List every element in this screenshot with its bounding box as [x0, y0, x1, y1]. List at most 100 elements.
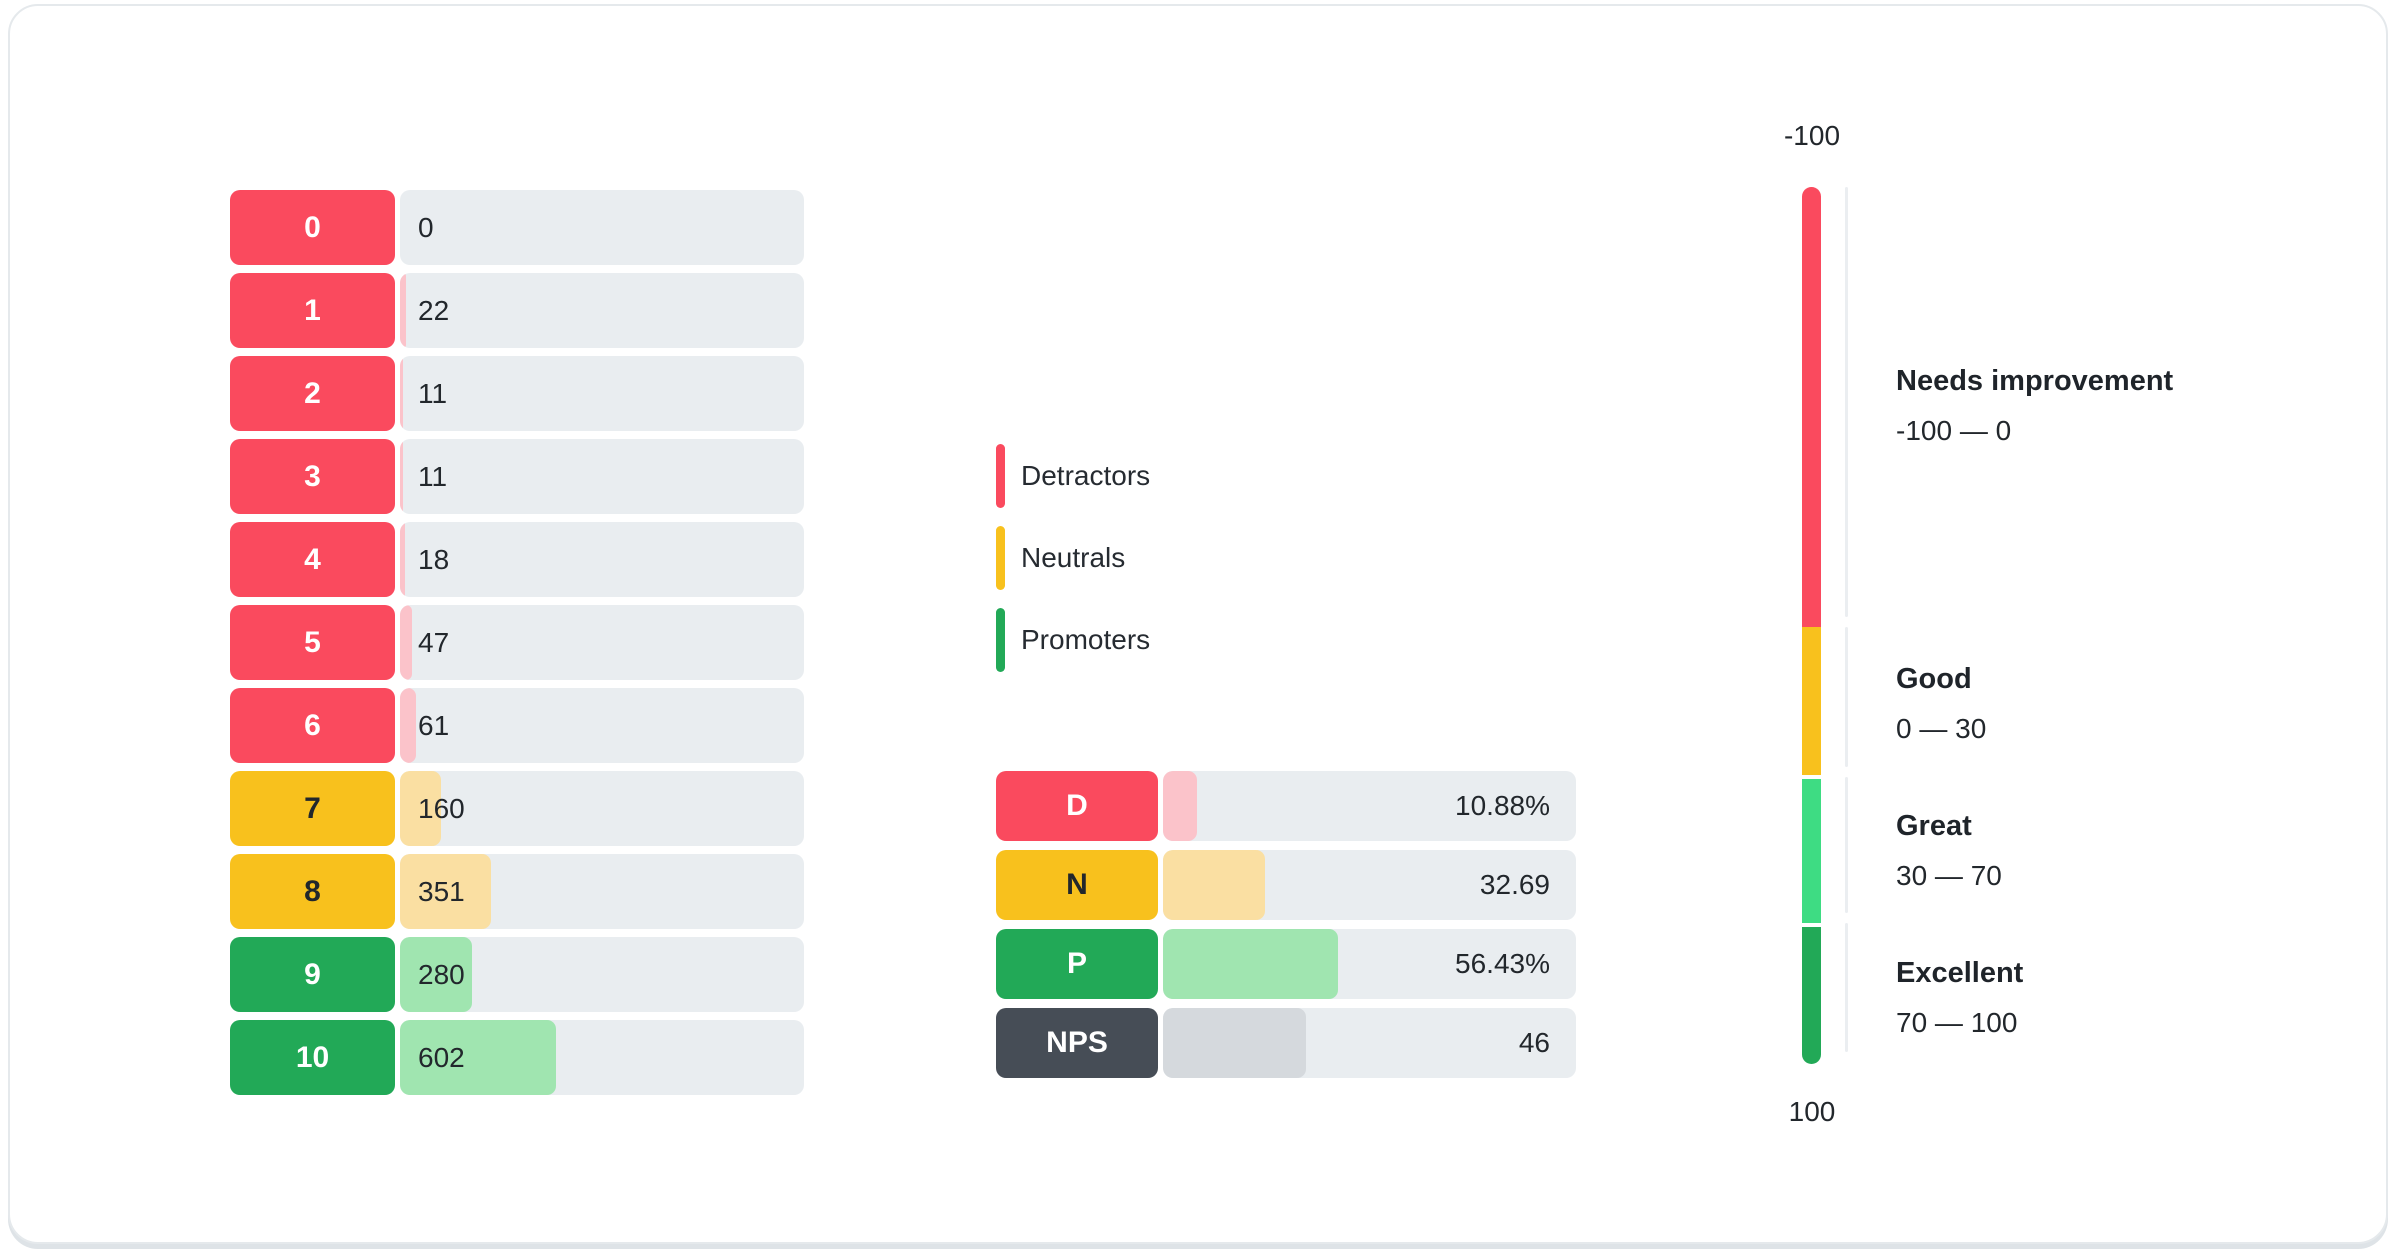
summary-track: 46 — [1163, 1008, 1576, 1078]
score-bar-fill — [400, 522, 405, 597]
summary-row: P 56.43% — [996, 929, 1576, 999]
gauge-bar — [1802, 187, 1821, 1064]
gauge-min-label: -100 — [1783, 120, 1841, 151]
gauge-bar-segment — [1802, 927, 1821, 1064]
gauge-axis-segment — [1845, 777, 1848, 913]
score-value: 11 — [418, 377, 448, 409]
score-row: 2 11 — [230, 356, 804, 431]
gauge-zone: Great 30 — 70 — [1896, 811, 2002, 891]
score-row: 8 351 — [230, 854, 804, 929]
gauge-zone-range: 0 — 30 — [1896, 713, 1987, 744]
summary-chip: NPS — [996, 1008, 1158, 1078]
summary-chip: D — [996, 771, 1158, 841]
score-value: 61 — [418, 709, 450, 741]
legend-label: Neutrals — [1021, 542, 1126, 573]
score-bar-fill — [400, 356, 403, 431]
summary-chip: N — [996, 850, 1158, 920]
score-bar-fill — [400, 854, 491, 929]
gauge-zone-title: Excellent — [1896, 957, 2024, 989]
score-bar-fill — [400, 273, 406, 348]
score-chip: 6 — [230, 688, 395, 763]
legend-swatch — [996, 608, 1005, 672]
score-value: 22 — [418, 294, 450, 326]
score-value: 351 — [418, 875, 465, 907]
score-bar-fill — [400, 605, 413, 680]
score-value: 47 — [418, 626, 450, 658]
score-value: 18 — [418, 543, 450, 575]
summary-chip: P — [996, 929, 1158, 999]
score-bar-fill — [400, 688, 416, 763]
summary-bar-fill — [1163, 1008, 1306, 1078]
gauge-zone: Excellent 70 — 100 — [1896, 958, 2023, 1038]
score-track: 11 — [400, 439, 804, 514]
score-bar-fill — [400, 439, 403, 514]
gauge-axis-segment — [1845, 923, 1848, 1052]
score-chip: 4 — [230, 522, 395, 597]
legend-label: Promoters — [1021, 624, 1151, 655]
gauge-bar-segment — [1802, 187, 1821, 627]
summary-row: N 32.69 — [996, 850, 1576, 920]
score-row: 7 160 — [230, 771, 804, 846]
legend: Detractors Neutrals Promoters — [996, 444, 1150, 690]
gauge-zone-title: Great — [1896, 810, 1972, 842]
score-value: 602 — [418, 1041, 465, 1073]
legend-label: Detractors — [1021, 460, 1151, 491]
score-track: 47 — [400, 605, 804, 680]
summary-track: 32.69 — [1163, 850, 1576, 920]
score-bar-fill — [400, 1020, 556, 1095]
score-chip: 8 — [230, 854, 395, 929]
gauge-axis-segment — [1845, 187, 1848, 617]
legend-item: Neutrals — [996, 526, 1150, 590]
gauge-max-label: 100 — [1788, 1096, 1836, 1127]
gauge-zone: Good 0 — 30 — [1896, 664, 1986, 744]
score-chip: 2 — [230, 356, 395, 431]
score-distribution-chart: 0 0 1 22 2 11 3 11 4 18 5 47 6 61 7 160 8 351 9 280 10 602 — [230, 190, 804, 1095]
score-value: 280 — [418, 958, 465, 990]
score-row: 9 280 — [230, 937, 804, 1012]
score-track: 61 — [400, 688, 804, 763]
score-row: 10 602 — [230, 1020, 804, 1095]
score-track: 351 — [400, 854, 804, 929]
summary-value: 46 — [1518, 1027, 1550, 1058]
gauge-bar-segment — [1802, 627, 1821, 775]
gauge-zone-title: Good — [1896, 663, 1972, 695]
score-row: 3 11 — [230, 439, 804, 514]
gauge-zone-title: Needs improvement — [1896, 365, 2174, 397]
score-row: 6 61 — [230, 688, 804, 763]
score-bar-fill — [400, 771, 442, 846]
gauge-zone: Needs improvement -100 — 0 — [1896, 366, 2173, 446]
score-track: 602 — [400, 1020, 804, 1095]
score-bar-fill — [400, 937, 473, 1012]
summary-row: NPS 46 — [996, 1008, 1576, 1078]
summary-bar-fill — [1163, 850, 1265, 920]
score-value: 160 — [418, 792, 465, 824]
score-row: 5 47 — [230, 605, 804, 680]
score-chip: 0 — [230, 190, 395, 265]
summary-value: 56.43% — [1455, 948, 1550, 979]
score-chip: 3 — [230, 439, 395, 514]
score-track: 0 — [400, 190, 804, 265]
summary-value: 10.88% — [1455, 790, 1550, 821]
summary-value: 32.69 — [1479, 869, 1550, 900]
gauge-bar-segment — [1802, 779, 1821, 923]
legend-item: Promoters — [996, 608, 1150, 672]
score-track: 22 — [400, 273, 804, 348]
score-chip: 7 — [230, 771, 395, 846]
summary-track: 56.43% — [1163, 929, 1576, 999]
gauge-zone-range: -100 — 0 — [1896, 415, 2012, 446]
nps-summary-chart: D 10.88% N 32.69 P 56.43% NPS 46 — [996, 771, 1576, 1078]
score-value: 0 — [418, 211, 434, 243]
score-track: 160 — [400, 771, 804, 846]
summary-bar-fill — [1163, 929, 1339, 999]
gauge-zone-range: 30 — 70 — [1896, 860, 2002, 891]
legend-swatch — [996, 444, 1005, 508]
score-value: 11 — [418, 460, 448, 492]
gauge-axis-line — [1845, 187, 1848, 1064]
gauge-axis-segment — [1845, 627, 1848, 767]
score-track: 11 — [400, 356, 804, 431]
legend-item: Detractors — [996, 444, 1150, 508]
score-row: 1 22 — [230, 273, 804, 348]
score-chip: 5 — [230, 605, 395, 680]
summary-bar-fill — [1163, 771, 1197, 841]
